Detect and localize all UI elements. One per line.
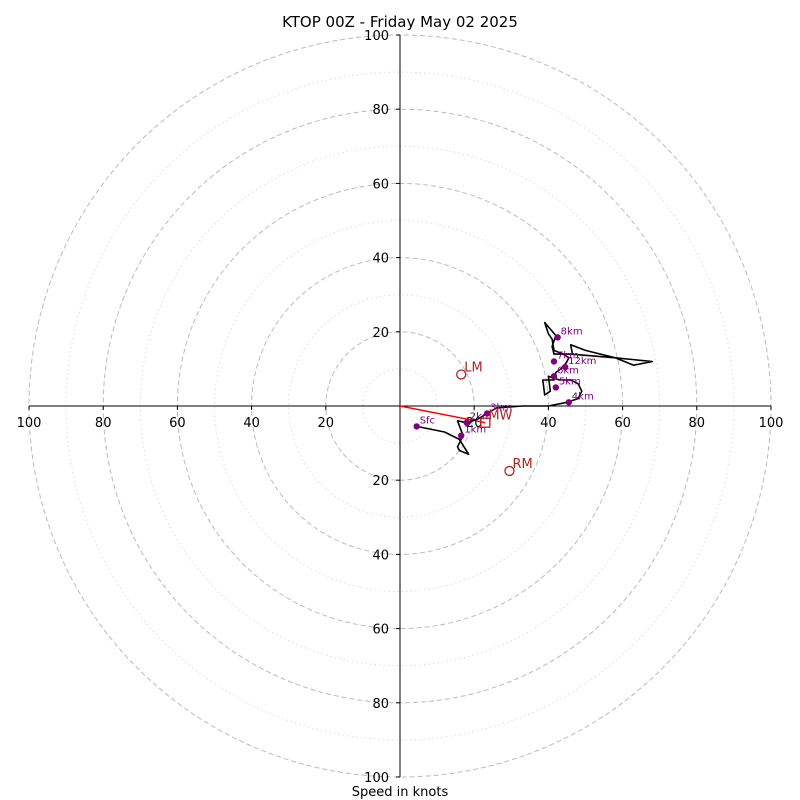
height-marker-dot: [552, 384, 560, 391]
x-tick-label: 40: [540, 416, 557, 431]
height-marker-dot: [554, 334, 561, 341]
x-tick-label: 100: [17, 416, 42, 431]
height-marker-label: 3km: [490, 402, 512, 413]
height-marker-label: Sfc: [420, 415, 435, 426]
y-tick-label: 20: [372, 474, 389, 489]
x-tick-label: 100: [759, 416, 784, 431]
height-marker-dot: [561, 363, 569, 371]
height-marker-dot: [463, 419, 470, 426]
x-tick-label: 20: [318, 416, 335, 431]
shear-vector-line: [399, 405, 486, 424]
hodograph-trace: [416, 321, 654, 456]
height-marker-dot: [565, 399, 573, 406]
height-marker-dot: [550, 373, 558, 380]
y-tick-label: 60: [372, 177, 389, 192]
y-tick-label: 80: [372, 697, 389, 712]
height-marker-label: 8km: [561, 326, 583, 337]
height-marker-label: 5km: [559, 376, 581, 387]
storm-motion-marker: [504, 465, 515, 477]
height-marker-label: 7km: [557, 350, 579, 361]
mean-wind-marker: [480, 417, 491, 428]
height-marker-dot: [458, 432, 465, 439]
y-tick-label: 20: [372, 326, 389, 341]
storm-motion-label: RM: [512, 457, 532, 472]
x-tick-label: 40: [243, 416, 260, 431]
height-marker-label: 12km: [568, 356, 596, 367]
y-tick-label: 100: [364, 771, 389, 786]
x-tick-label: 80: [95, 416, 112, 431]
storm-motion-markers: LM RM MW: [456, 360, 533, 477]
height-marker-dot: [483, 410, 491, 417]
height-marker-dot: [550, 358, 558, 365]
height-marker-label: 1km: [464, 425, 486, 436]
storm-motion-label: LM: [464, 360, 482, 375]
y-tick-label: 40: [372, 548, 389, 563]
height-marker-label: 4km: [572, 391, 594, 402]
y-tick-label: 60: [372, 623, 389, 638]
height-marker-label: 2km: [470, 412, 492, 423]
y-tick-label: 100: [364, 29, 389, 44]
hodograph-line: [416, 321, 654, 456]
tick-labels: 100 80 60 40 20 20 40 60 80 100100806040202040608…: [17, 29, 784, 786]
x-axis-label: Speed in knots: [352, 785, 449, 800]
x-tick-label: 60: [614, 416, 631, 431]
chart-title: KTOP 00Z - Friday May 02 2025: [282, 13, 518, 31]
x-tick-label: 80: [689, 416, 706, 431]
x-tick-label: 60: [169, 416, 186, 431]
storm-motion-marker: [456, 369, 467, 380]
storm-motion-label: MW: [488, 409, 512, 424]
height-marker-label: 6km: [557, 365, 579, 376]
storm-motion-vector: [399, 405, 486, 424]
y-tick-label: 40: [372, 252, 389, 267]
height-marker-dot: [413, 423, 420, 430]
y-tick-label: 80: [372, 103, 389, 118]
